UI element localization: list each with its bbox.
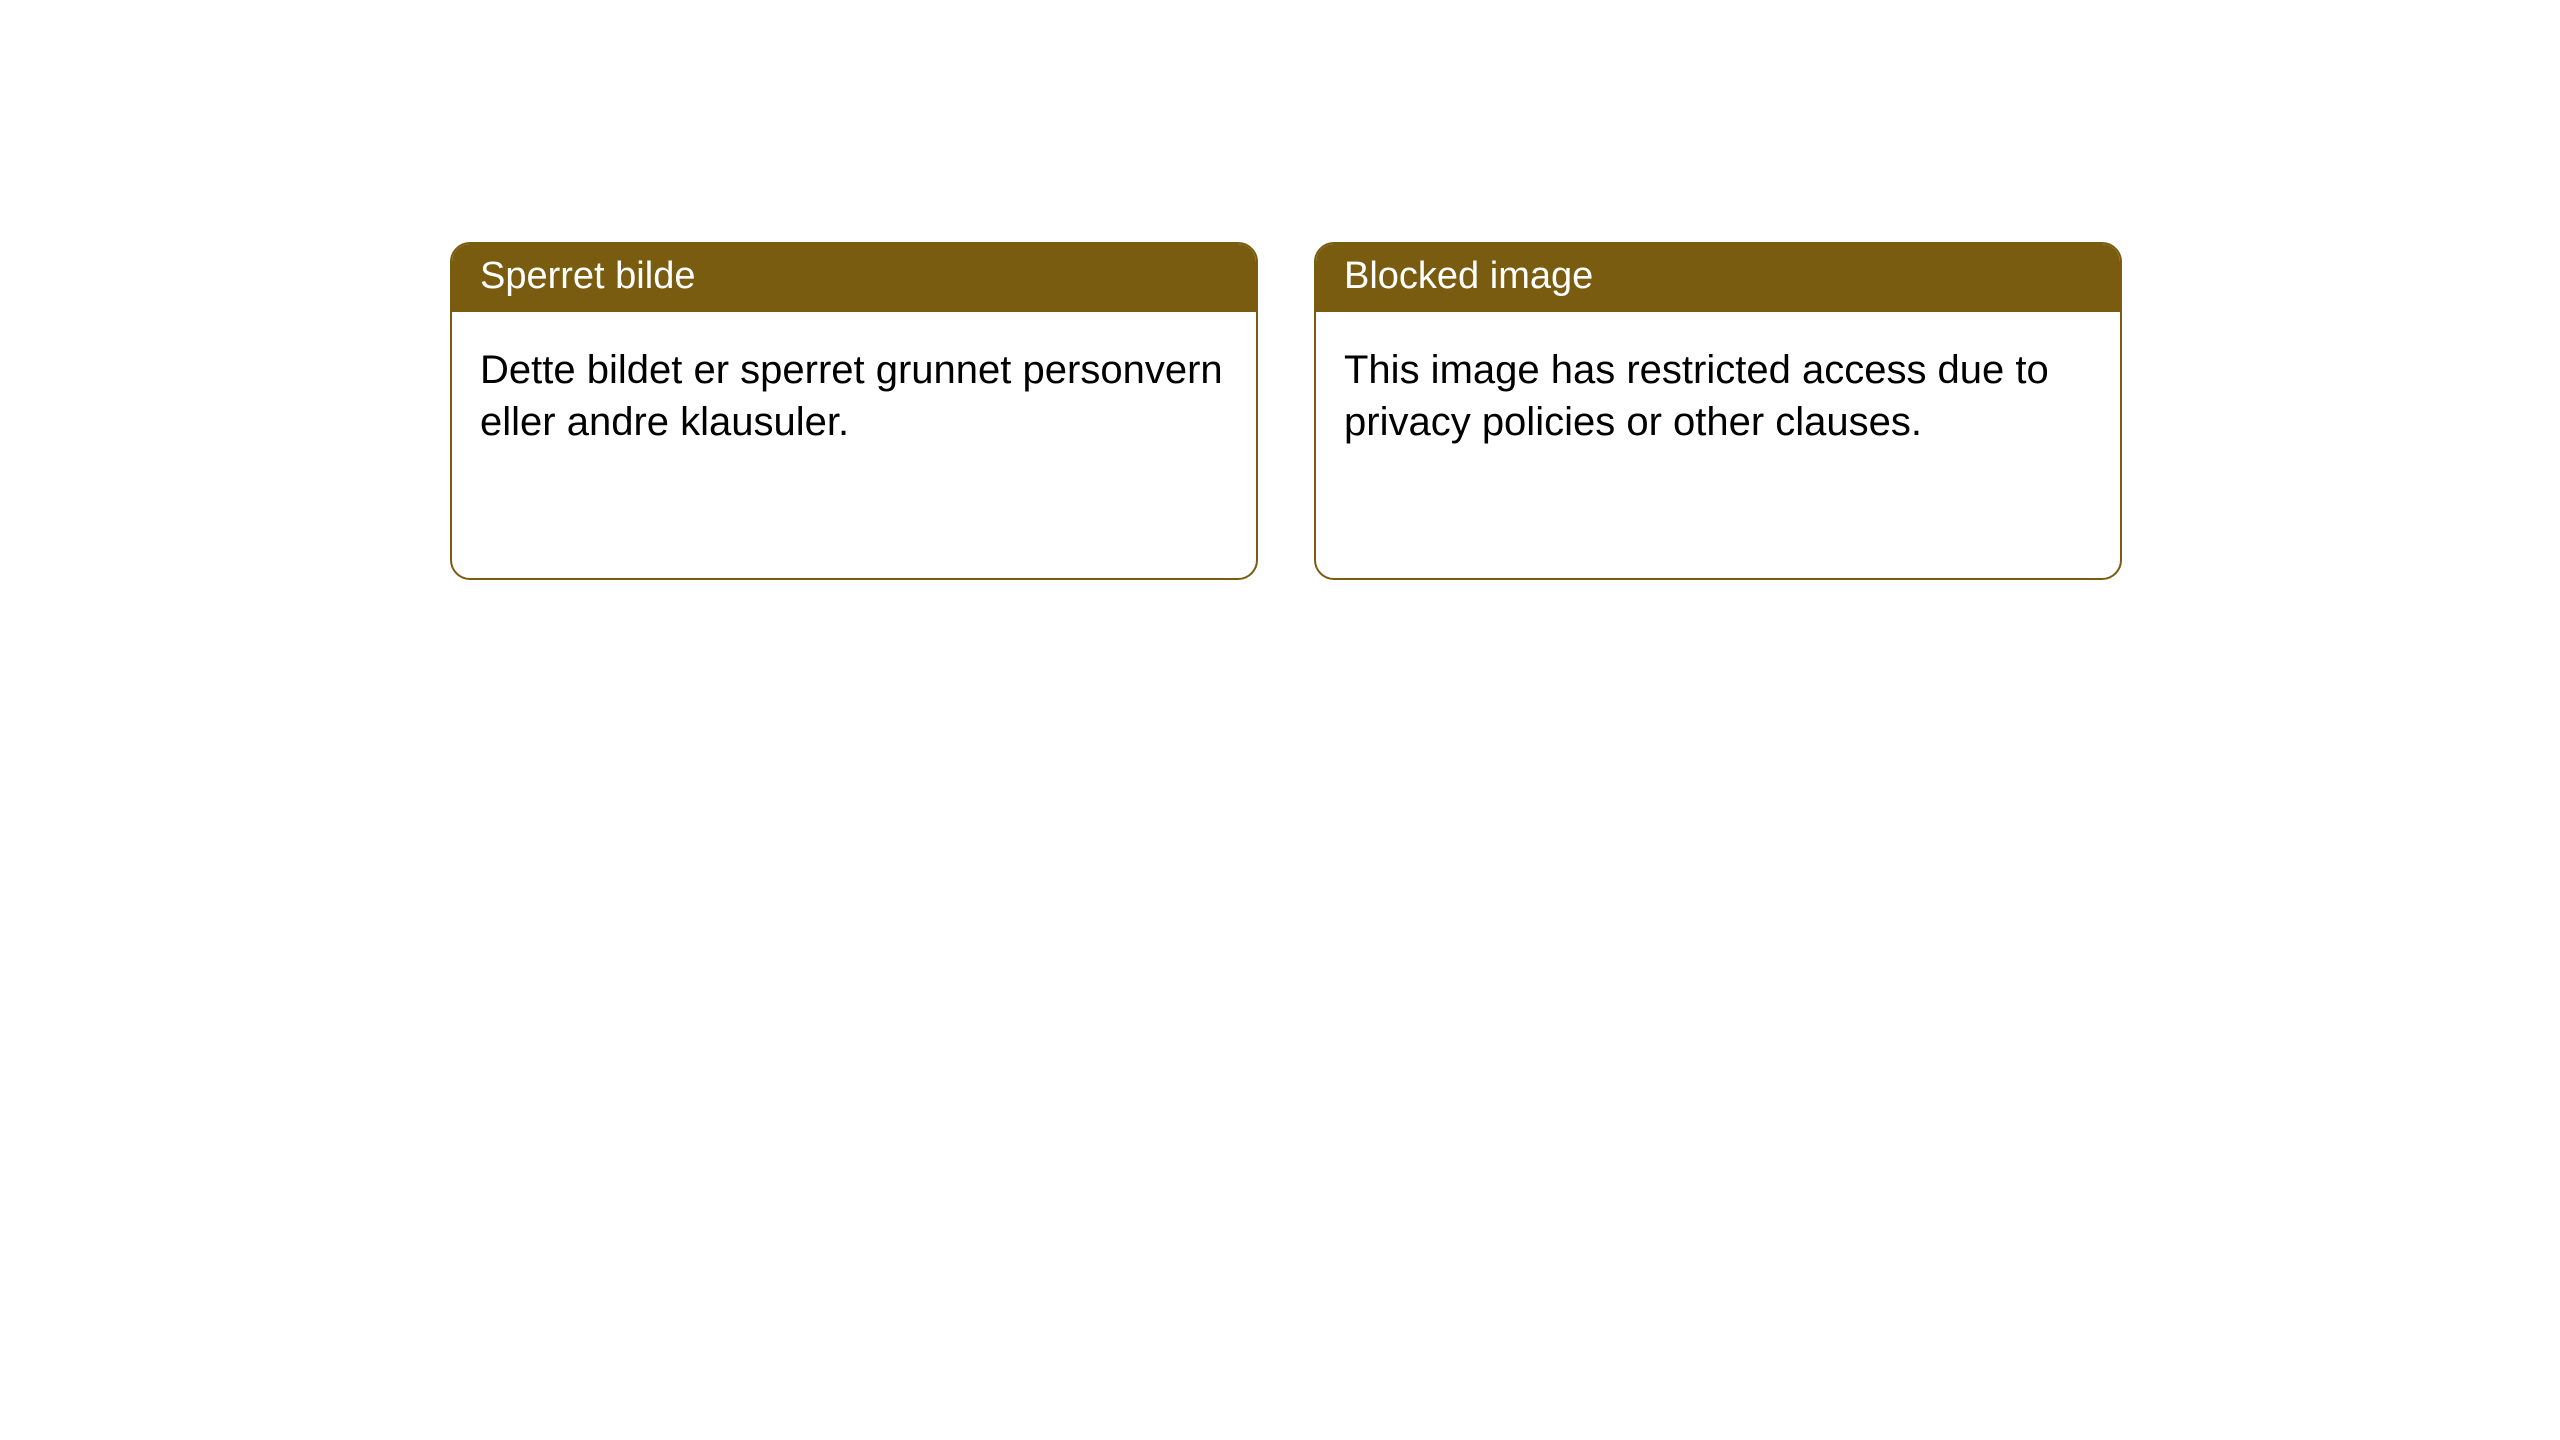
notice-card-no: Sperret bilde Dette bildet er sperret gr…	[450, 242, 1258, 580]
notice-header-no: Sperret bilde	[452, 244, 1256, 312]
notice-container: Sperret bilde Dette bildet er sperret gr…	[0, 0, 2560, 580]
notice-card-en: Blocked image This image has restricted …	[1314, 242, 2122, 580]
notice-text-no: Dette bildet er sperret grunnet personve…	[480, 348, 1223, 444]
notice-body-no: Dette bildet er sperret grunnet personve…	[452, 312, 1256, 480]
notice-title-no: Sperret bilde	[480, 255, 695, 297]
notice-text-en: This image has restricted access due to …	[1344, 348, 2049, 444]
notice-body-en: This image has restricted access due to …	[1316, 312, 2120, 480]
notice-header-en: Blocked image	[1316, 244, 2120, 312]
notice-title-en: Blocked image	[1344, 255, 1593, 297]
